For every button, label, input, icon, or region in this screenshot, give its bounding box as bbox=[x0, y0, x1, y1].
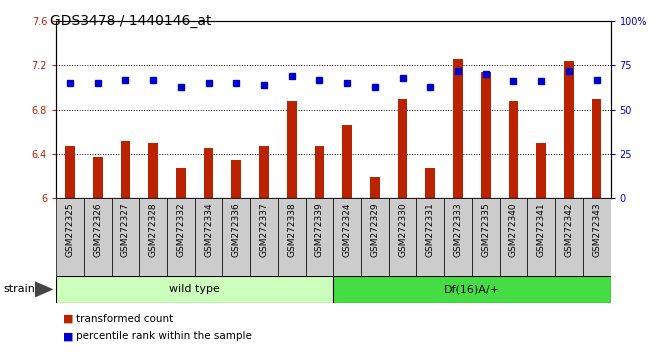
Text: GSM272334: GSM272334 bbox=[204, 202, 213, 257]
Text: GDS3478 / 1440146_at: GDS3478 / 1440146_at bbox=[50, 14, 211, 28]
Text: GSM272328: GSM272328 bbox=[148, 202, 158, 257]
Text: GSM272338: GSM272338 bbox=[287, 202, 296, 257]
Text: GSM272324: GSM272324 bbox=[343, 202, 352, 257]
Text: GSM272330: GSM272330 bbox=[398, 202, 407, 257]
Bar bbox=[481, 72, 490, 198]
Bar bbox=[453, 59, 463, 198]
Bar bbox=[93, 157, 102, 198]
Text: GSM272325: GSM272325 bbox=[65, 202, 75, 257]
Text: wild type: wild type bbox=[169, 284, 220, 295]
Bar bbox=[592, 99, 601, 198]
Text: GSM272341: GSM272341 bbox=[537, 202, 546, 257]
Text: GSM272340: GSM272340 bbox=[509, 202, 518, 257]
Bar bbox=[333, 276, 610, 303]
Bar bbox=[222, 198, 250, 276]
Bar bbox=[527, 198, 555, 276]
Text: GSM272326: GSM272326 bbox=[93, 202, 102, 257]
Polygon shape bbox=[35, 281, 53, 297]
Bar bbox=[537, 143, 546, 198]
Bar bbox=[84, 198, 112, 276]
Bar bbox=[259, 146, 269, 198]
Bar bbox=[416, 198, 444, 276]
Bar bbox=[444, 198, 472, 276]
Bar bbox=[232, 160, 241, 198]
Bar bbox=[176, 169, 185, 198]
Bar bbox=[500, 198, 527, 276]
Text: GSM272337: GSM272337 bbox=[259, 202, 269, 257]
Bar bbox=[65, 146, 75, 198]
Text: GSM272336: GSM272336 bbox=[232, 202, 241, 257]
Bar bbox=[370, 177, 380, 198]
Bar bbox=[56, 276, 333, 303]
Bar bbox=[564, 61, 574, 198]
Bar bbox=[509, 101, 518, 198]
Text: GSM272333: GSM272333 bbox=[453, 202, 463, 257]
Text: transformed count: transformed count bbox=[76, 314, 173, 324]
Bar bbox=[398, 99, 407, 198]
Bar bbox=[306, 198, 333, 276]
Bar bbox=[195, 198, 222, 276]
Text: ■: ■ bbox=[63, 314, 73, 324]
Text: GSM272335: GSM272335 bbox=[481, 202, 490, 257]
Text: GSM272342: GSM272342 bbox=[564, 202, 574, 257]
Bar bbox=[361, 198, 389, 276]
Bar bbox=[112, 198, 139, 276]
Bar bbox=[389, 198, 416, 276]
Bar bbox=[56, 198, 84, 276]
Bar bbox=[121, 141, 130, 198]
Bar bbox=[250, 198, 278, 276]
Bar bbox=[343, 125, 352, 198]
Text: GSM272332: GSM272332 bbox=[176, 202, 185, 257]
Bar bbox=[472, 198, 500, 276]
Bar bbox=[139, 198, 167, 276]
Text: ■: ■ bbox=[63, 331, 73, 341]
Text: GSM272331: GSM272331 bbox=[426, 202, 435, 257]
Text: GSM272343: GSM272343 bbox=[592, 202, 601, 257]
Text: GSM272329: GSM272329 bbox=[370, 202, 380, 257]
Text: GSM272327: GSM272327 bbox=[121, 202, 130, 257]
Bar bbox=[555, 198, 583, 276]
Bar bbox=[583, 198, 610, 276]
Bar bbox=[333, 198, 361, 276]
Bar bbox=[315, 146, 324, 198]
Bar bbox=[167, 198, 195, 276]
Text: percentile rank within the sample: percentile rank within the sample bbox=[76, 331, 251, 341]
Bar bbox=[278, 198, 306, 276]
Text: Df(16)A/+: Df(16)A/+ bbox=[444, 284, 500, 295]
Bar bbox=[426, 169, 435, 198]
Bar bbox=[287, 101, 296, 198]
Text: GSM272339: GSM272339 bbox=[315, 202, 324, 257]
Bar bbox=[148, 143, 158, 198]
Bar bbox=[204, 148, 213, 198]
Text: strain: strain bbox=[3, 284, 35, 295]
